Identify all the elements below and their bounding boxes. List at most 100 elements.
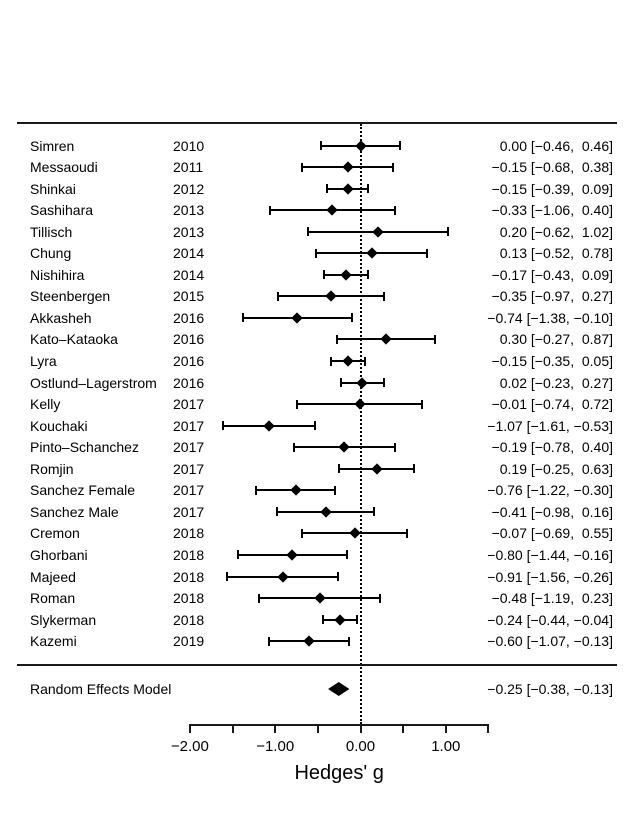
effect-diamond [319, 506, 332, 518]
axis-tick [188, 724, 191, 733]
effect-diamond [348, 527, 361, 540]
effect-diamond [380, 333, 392, 346]
study-name-label: Slykerman [30, 611, 97, 628]
study-year-label: 2018 [173, 546, 205, 563]
axis-tick [231, 724, 234, 733]
axis-tick-label: −2.00 [170, 738, 209, 755]
ci-cap-right [391, 162, 394, 172]
effect-diamond [354, 139, 367, 152]
study-estimate-label: −0.41 [−0.98, 0.16] [491, 503, 613, 520]
ci-cap-right [373, 507, 376, 517]
study-year-label: 2015 [173, 288, 205, 305]
effect-diamond [326, 204, 339, 216]
effect-diamond [342, 182, 354, 195]
ci-cap-right [382, 291, 385, 301]
summary-label: Random Effects Model [30, 681, 172, 697]
study-year-label: 2010 [173, 137, 205, 154]
effect-diamond [365, 247, 378, 259]
ci-cap-right [382, 378, 385, 388]
study-name-label: Majeed [30, 568, 76, 585]
effect-diamond [291, 312, 304, 324]
ci-cap-right [393, 442, 396, 452]
effect-diamond [286, 549, 298, 561]
x-axis-title: Hedges' g [294, 762, 384, 784]
study-estimate-label: −0.01 [−0.74, 0.72] [491, 396, 613, 413]
ci-cap-left [241, 313, 244, 323]
study-name-label: Simren [30, 137, 75, 154]
ci-cap-right [426, 248, 429, 258]
study-year-label: 2018 [173, 568, 205, 585]
study-year-label: 2017 [173, 417, 205, 434]
study-name-label: Lyra [30, 353, 57, 369]
effect-diamond [263, 419, 275, 432]
study-name-label: Shinkai [30, 180, 76, 197]
study-year-label: 2017 [173, 482, 205, 499]
study-estimate-label: 0.13 [−0.52, 0.78] [499, 245, 613, 262]
ci-cap-left [236, 550, 239, 560]
zero-reference-line [359, 124, 362, 724]
ci-cap-right [345, 550, 348, 560]
effect-diamond [356, 376, 368, 389]
study-estimate-label: −0.24 [−0.44, −0.04] [487, 611, 613, 628]
study-name-label: Tillisch [30, 223, 73, 240]
study-estimate-label: −0.17 [−0.43, 0.09] [491, 266, 613, 283]
header-rule [17, 122, 617, 124]
ci-cap-left [268, 636, 271, 646]
study-name-label: Sanchez Male [30, 503, 119, 520]
study-estimate-label: −0.74 [−1.38, −0.10] [487, 309, 613, 326]
effect-diamond [338, 441, 350, 453]
study-estimate-label: −0.07 [−0.69, 0.55] [491, 525, 613, 542]
effect-diamond [324, 290, 337, 303]
study-estimate-label: 0.30 [−0.27, 0.87] [499, 331, 613, 348]
axis-tick-label: −1.00 [256, 738, 295, 755]
ci-cap-right [337, 572, 340, 581]
study-year-label: 2012 [173, 180, 205, 197]
study-name-label: Ghorbani [30, 546, 88, 563]
effect-diamond [277, 570, 289, 583]
ci-cap-left [339, 378, 342, 388]
study-year-label: 2017 [173, 439, 205, 456]
study-name-label: Kelly [30, 396, 61, 413]
study-estimate-label: −0.15 [−0.39, 0.09] [491, 180, 613, 197]
study-name-label: Kazemi [30, 633, 77, 650]
study-year-label: 2018 [173, 611, 205, 628]
study-name-label: Chung [30, 245, 72, 262]
ci-cap-left [269, 205, 272, 215]
axis-tick-label: 1.00 [431, 738, 461, 755]
summary-separator-rule [17, 664, 617, 666]
ci-cap-left [320, 141, 323, 150]
effect-diamond [313, 592, 326, 604]
study-estimate-label: −0.60 [−1.07, −0.13] [487, 633, 613, 650]
study-estimate-label: −0.80 [−1.44, −0.16] [487, 546, 613, 563]
ci-cap-right [393, 205, 396, 215]
ci-cap-right [433, 334, 436, 344]
study-name-label: Messaoudi [30, 159, 98, 176]
ci-cap-left [338, 464, 341, 474]
axis-tick-label: 0.00 [345, 738, 376, 755]
effect-diamond [371, 463, 383, 475]
effect-diamond [303, 635, 315, 647]
study-estimate-label: −0.19 [−0.78, 0.40] [491, 439, 613, 456]
ci-cap-left [326, 184, 329, 194]
ci-cap-right [333, 485, 336, 495]
study-name-label: Roman [30, 590, 76, 607]
ci-cap-right [406, 528, 409, 538]
study-name-label: Cremon [30, 525, 80, 542]
ci-cap-right [413, 464, 416, 474]
study-estimate-label: −0.91 [−1.56, −0.26] [487, 568, 613, 585]
ci-cap-left [301, 162, 304, 172]
ci-cap-left [336, 334, 339, 344]
ci-cap-left [226, 572, 229, 581]
study-year-label: 2016 [173, 353, 205, 369]
study-name-label: Akkasheh [30, 309, 92, 326]
study-estimate-label: −0.76 [−1.22, −0.30] [487, 482, 613, 499]
ci-cap-left [222, 421, 225, 431]
ci-cap-left [296, 399, 299, 409]
ci-cap-right [379, 593, 382, 603]
study-name-label: Steenbergen [30, 288, 111, 305]
ci-cap-right [420, 399, 423, 409]
ci-cap-right [356, 615, 359, 625]
effect-diamond [353, 398, 366, 410]
ci-cap-left [322, 270, 325, 280]
axis-tick [316, 724, 319, 733]
